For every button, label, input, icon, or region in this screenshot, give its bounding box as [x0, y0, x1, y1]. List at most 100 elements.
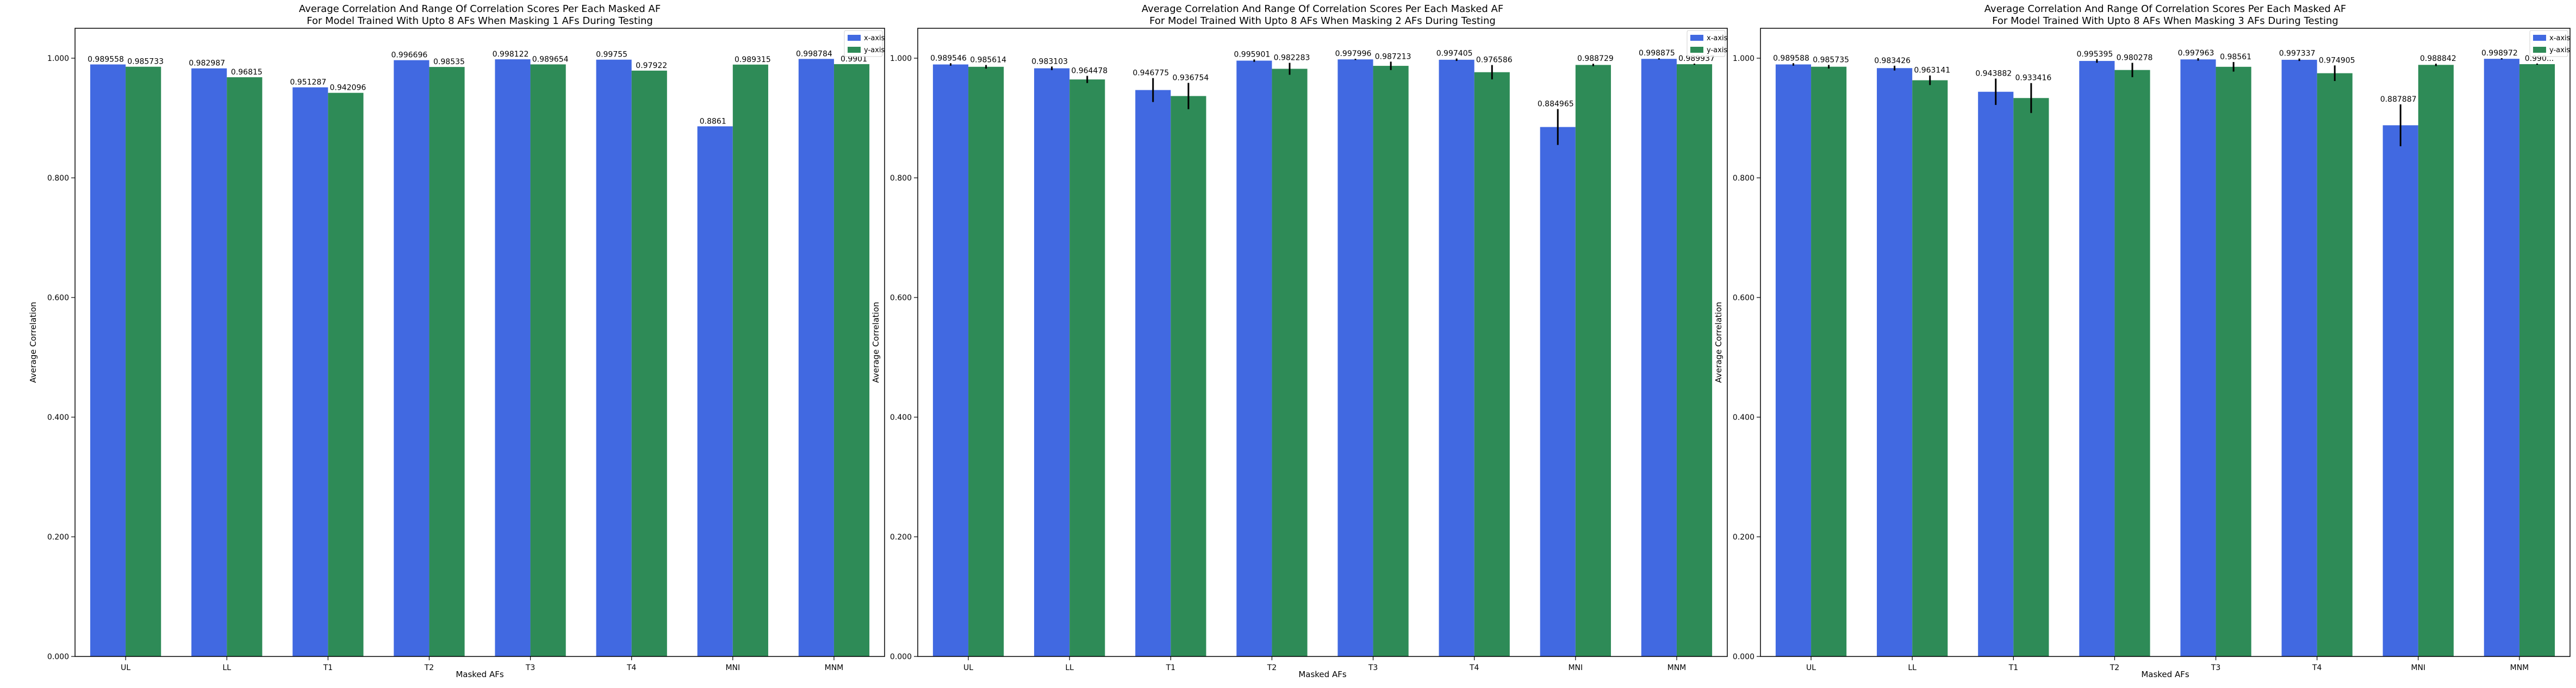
x-tick-label: LL [1908, 664, 1917, 672]
data-label: 0.98535 [433, 58, 465, 66]
bar-x-axis-T2 [394, 60, 430, 656]
legend-label: y-axis [1707, 46, 1727, 54]
axes-frame [917, 28, 1728, 657]
bar-y-axis-T4 [1474, 72, 1510, 657]
bar-y-axis-T2 [429, 67, 465, 657]
bar-x-axis-MNI [1540, 127, 1576, 656]
x-tick-label: UL [1806, 664, 1816, 672]
y-tick-label: 0.400 [1733, 413, 1754, 422]
bar-x-axis-UL [932, 64, 969, 657]
data-label: 0.989588 [1773, 54, 1809, 63]
axes-frame [74, 28, 885, 657]
data-label: 0.998875 [1639, 49, 1675, 58]
y-tick-label: 0.600 [890, 294, 912, 302]
bar-y-axis-T1 [2013, 98, 2049, 656]
chart-subtitle: For Model Trained With Upto 8 AFs When M… [307, 15, 653, 27]
y-axis-label: Average Correlation [1714, 302, 1723, 383]
bar-y-axis-MNI [732, 64, 768, 656]
bar-x-axis-MNM [2484, 59, 2519, 656]
y-tick-label: 1.000 [1733, 54, 1754, 63]
bar-y-axis-T4 [2317, 73, 2353, 657]
chart-panel-2: Average Correlation And Range Of Correla… [871, 3, 1728, 679]
data-label: 0.884965 [1538, 100, 1574, 109]
x-tick-label: T2 [1267, 664, 1277, 672]
y-tick-label: 0.800 [47, 174, 69, 183]
bar-y-axis-T3 [2216, 66, 2251, 657]
x-tick-label: T4 [626, 664, 637, 672]
data-label: 0.997996 [1335, 49, 1372, 58]
legend-label: y-axis [2549, 46, 2570, 54]
x-tick-label: T2 [424, 664, 434, 672]
bar-x-axis-LL [1877, 68, 1913, 656]
x-tick-label: MNM [825, 664, 844, 672]
y-tick-label: 0.400 [47, 413, 69, 422]
bar-y-axis-T2 [1272, 69, 1308, 657]
data-label: 0.97922 [636, 61, 667, 70]
y-tick-label: 0.800 [890, 174, 912, 183]
data-label: 0.964478 [1071, 66, 1107, 75]
x-tick-label: T1 [1166, 664, 1175, 672]
data-label: 0.951287 [290, 78, 326, 87]
x-tick-label: T4 [2312, 664, 2322, 672]
bar-x-axis-LL [1034, 68, 1070, 657]
data-label: 0.936754 [1172, 73, 1209, 82]
chart-subtitle: For Model Trained With Upto 8 AFs When M… [1149, 15, 1496, 27]
data-label: 0.988729 [1577, 54, 1614, 63]
y-tick-label: 0.200 [1733, 533, 1754, 542]
data-label: 0.985735 [1813, 55, 1849, 64]
y-tick-label: 0.000 [47, 653, 69, 661]
bar-x-axis-T2 [1236, 60, 1272, 656]
x-tick-label: T4 [1469, 664, 1479, 672]
chart-title: Average Correlation And Range Of Correla… [299, 3, 661, 15]
y-tick-label: 0.600 [1733, 294, 1754, 302]
data-label: 0.942096 [329, 84, 366, 92]
bar-x-axis-T2 [2079, 61, 2115, 656]
chart-title: Average Correlation And Range Of Correla… [1142, 3, 1503, 15]
x-axis-label: Masked AFs [456, 670, 504, 679]
bar-x-axis-T4 [2281, 59, 2317, 656]
y-tick-label: 1.000 [47, 54, 69, 63]
data-label: 0.988842 [2420, 54, 2456, 63]
bar-y-axis-LL [1912, 80, 1948, 656]
data-label: 0.982283 [1274, 53, 1310, 62]
y-tick-label: 0.400 [890, 413, 912, 422]
bar-y-axis-T3 [530, 64, 566, 656]
bar-x-axis-T3 [2180, 59, 2216, 656]
bar-x-axis-T3 [495, 59, 531, 657]
bar-y-axis-T2 [2114, 70, 2150, 656]
x-tick-label: T1 [2008, 664, 2018, 672]
data-label: 0.989654 [532, 55, 569, 64]
bar-x-axis-MNM [798, 59, 834, 656]
bar-x-axis-UL [90, 64, 126, 656]
bar-x-axis-T1 [1978, 91, 2014, 657]
bar-y-axis-UL [968, 66, 1004, 657]
data-label: 0.887887 [2380, 95, 2417, 104]
y-tick-label: 0.000 [890, 653, 912, 661]
bar-x-axis-T1 [293, 87, 328, 656]
x-tick-label: MNI [1568, 664, 1583, 672]
bar-y-axis-T1 [328, 92, 364, 657]
bar-x-axis-T3 [1337, 59, 1373, 657]
legend-label: x-axis [864, 34, 885, 42]
bar-y-axis-T3 [1373, 66, 1409, 657]
data-label: 0.976586 [1476, 56, 1513, 65]
legend: x-axis y-axis [1687, 30, 1728, 57]
data-label: 0.998972 [2481, 49, 2518, 58]
data-label: 0.974905 [2319, 56, 2355, 65]
legend: x-axis y-axis [2529, 30, 2571, 57]
bar-y-axis-UL [126, 66, 161, 656]
data-label: 0.997337 [2279, 49, 2316, 58]
y-axis-label: Average Correlation [871, 302, 881, 383]
bar-x-axis-T4 [596, 59, 632, 657]
y-tick-label: 0.200 [890, 533, 912, 542]
bar-x-axis-LL [191, 68, 227, 656]
bar-y-axis-MNM [833, 64, 870, 656]
bar-y-axis-MNM [2519, 64, 2555, 657]
bar-x-axis-MNI [697, 126, 733, 657]
data-label: 0.996696 [391, 51, 427, 60]
legend-swatch [1690, 35, 1703, 41]
bar-y-axis-LL [227, 77, 263, 656]
legend-label: x-axis [2549, 34, 2571, 42]
x-tick-label: MNM [1667, 664, 1687, 672]
